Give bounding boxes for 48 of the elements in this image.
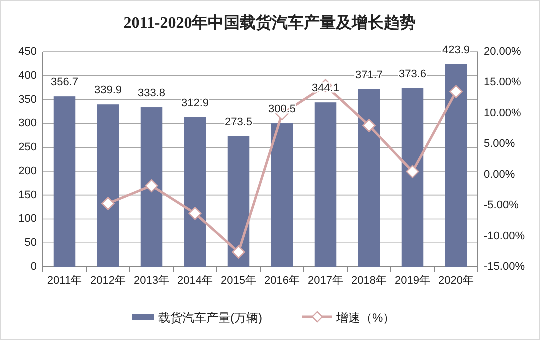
y2-tick-label: 15.00% [484,76,522,89]
y-tick-label: 450 [18,46,37,58]
y-tick-label: 50 [24,237,37,250]
x-tick-label: 2016年 [264,275,300,287]
x-tick-label: 2012年 [90,275,126,287]
x-tick-label: 2018年 [352,275,387,287]
y2-tick-label: 10.00% [484,107,522,120]
point [232,246,246,259]
legend-label: 增速（%） [336,311,396,325]
bar [402,88,424,267]
bar [97,104,120,267]
y-tick-label: 250 [18,142,37,154]
x-tick-label: 2017年 [308,275,344,287]
x-tick-label: 2015年 [221,275,256,287]
y-tick-label: 100 [18,213,37,226]
x-tick-label: 2013年 [134,275,170,287]
x-tick-label: 2020年 [438,275,474,287]
x-tick-label: 2011年 [47,275,82,287]
y-tick-label: 200 [18,165,37,178]
bar [54,96,76,267]
y2-tick-label: 0.00% [484,168,516,181]
y-tick-label: 350 [18,94,37,106]
y2-tick-label: -10.00% [484,230,526,242]
point [145,179,158,193]
y2-tick-label: 20.00% [484,46,522,58]
y2-tick-label: -5.00% [484,200,520,212]
bar [271,123,294,267]
y-tick-label: 300 [18,118,37,130]
bar [314,102,337,267]
y2-tick-label: -15.00% [484,261,526,273]
y-tick-label: 150 [18,189,37,202]
y-tick-label: 0 [30,261,37,273]
bar [140,108,163,267]
title: 2011-2020年中国载货汽车产量及增长趋势 [124,15,416,32]
y2-tick-label: 5.00% [484,138,516,150]
point [102,197,115,210]
point [188,206,202,220]
x-tick-label: 2014年 [178,275,213,287]
bar [445,64,468,267]
y-tick-label: 400 [18,70,37,82]
bar [184,118,206,267]
point [450,85,463,99]
point [362,119,376,132]
bar [358,89,380,267]
legend-label: 载货汽车产量(万辆) [158,311,262,325]
x-tick-label: 2019年 [395,275,430,287]
bar [228,136,250,267]
point [406,165,420,178]
